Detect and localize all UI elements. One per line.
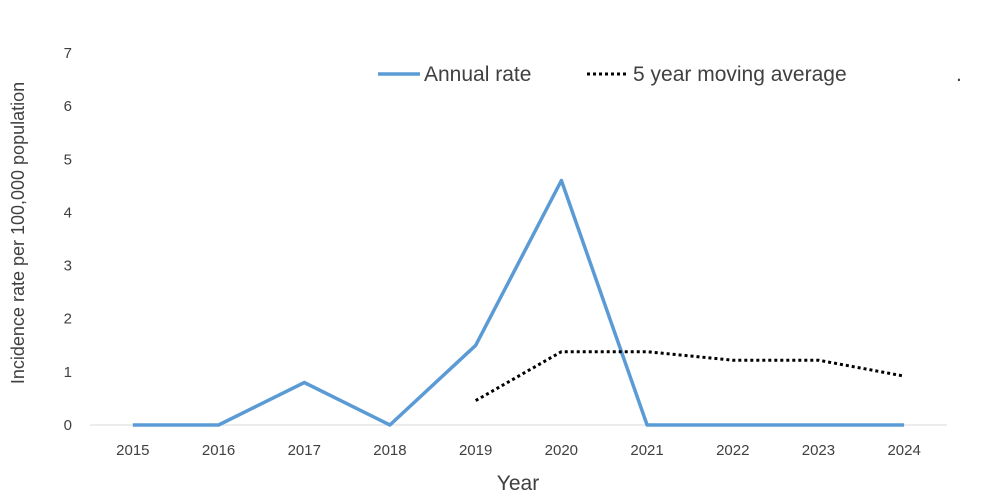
x-tick-label: 2022 bbox=[716, 442, 749, 459]
series-line-annual-rate bbox=[132, 178, 905, 427]
annual-rate-point bbox=[646, 424, 649, 427]
annual-rate-point bbox=[560, 179, 563, 182]
y-tick-label: 1 bbox=[64, 364, 72, 381]
series-line-moving-average bbox=[474, 350, 905, 402]
annual-rate-point bbox=[817, 424, 820, 427]
moving-average-point bbox=[731, 359, 734, 362]
series-layer bbox=[131, 178, 906, 427]
x-tick-label: 2023 bbox=[802, 442, 835, 459]
annual-rate-point bbox=[131, 424, 134, 427]
y-tick-label: 4 bbox=[64, 204, 72, 221]
y-tick-label: 6 bbox=[64, 98, 72, 115]
y-tick-label: 7 bbox=[64, 45, 72, 62]
x-tick-label: 2019 bbox=[459, 442, 492, 459]
legend-trailing-mark: . bbox=[956, 63, 962, 86]
annual-rate-point bbox=[217, 424, 220, 427]
legend-label-annual-rate: Annual rate bbox=[424, 63, 531, 86]
legend: Annual rate 5 year moving average . bbox=[378, 63, 962, 86]
x-axis-title: Year bbox=[497, 472, 539, 495]
x-tick-label: 2018 bbox=[373, 442, 406, 459]
y-tick-label: 3 bbox=[64, 258, 72, 275]
y-tick-labels: 0 1 2 3 4 5 6 7 bbox=[64, 45, 72, 434]
annual-rate-point bbox=[731, 424, 734, 427]
x-tick-labels: 2015 2016 2017 2018 2019 2020 2021 2022 2023 2024 bbox=[116, 442, 921, 459]
moving-average-point bbox=[474, 399, 477, 402]
x-tick-label: 2017 bbox=[288, 442, 321, 459]
moving-average-point bbox=[646, 350, 649, 353]
moving-average-point bbox=[903, 375, 906, 378]
legend-label-moving-average: 5 year moving average bbox=[633, 63, 847, 86]
y-tick-label: 5 bbox=[64, 151, 72, 168]
y-tick-label: 0 bbox=[64, 417, 72, 434]
annual-rate-point bbox=[903, 424, 906, 427]
annual-rate-point bbox=[303, 381, 306, 384]
x-tick-label: 2015 bbox=[116, 442, 149, 459]
annual-rate-point bbox=[474, 344, 477, 347]
moving-average-point bbox=[560, 350, 563, 353]
x-tick-label: 2020 bbox=[545, 442, 578, 459]
x-tick-label: 2021 bbox=[630, 442, 663, 459]
moving-average-point bbox=[817, 359, 820, 362]
x-tick-label: 2024 bbox=[887, 442, 920, 459]
y-tick-label: 2 bbox=[64, 311, 72, 328]
x-tick-label: 2016 bbox=[202, 442, 235, 459]
annual-rate-point bbox=[388, 424, 391, 427]
y-axis-title: Incidence rate per 100,000 population bbox=[8, 82, 28, 384]
